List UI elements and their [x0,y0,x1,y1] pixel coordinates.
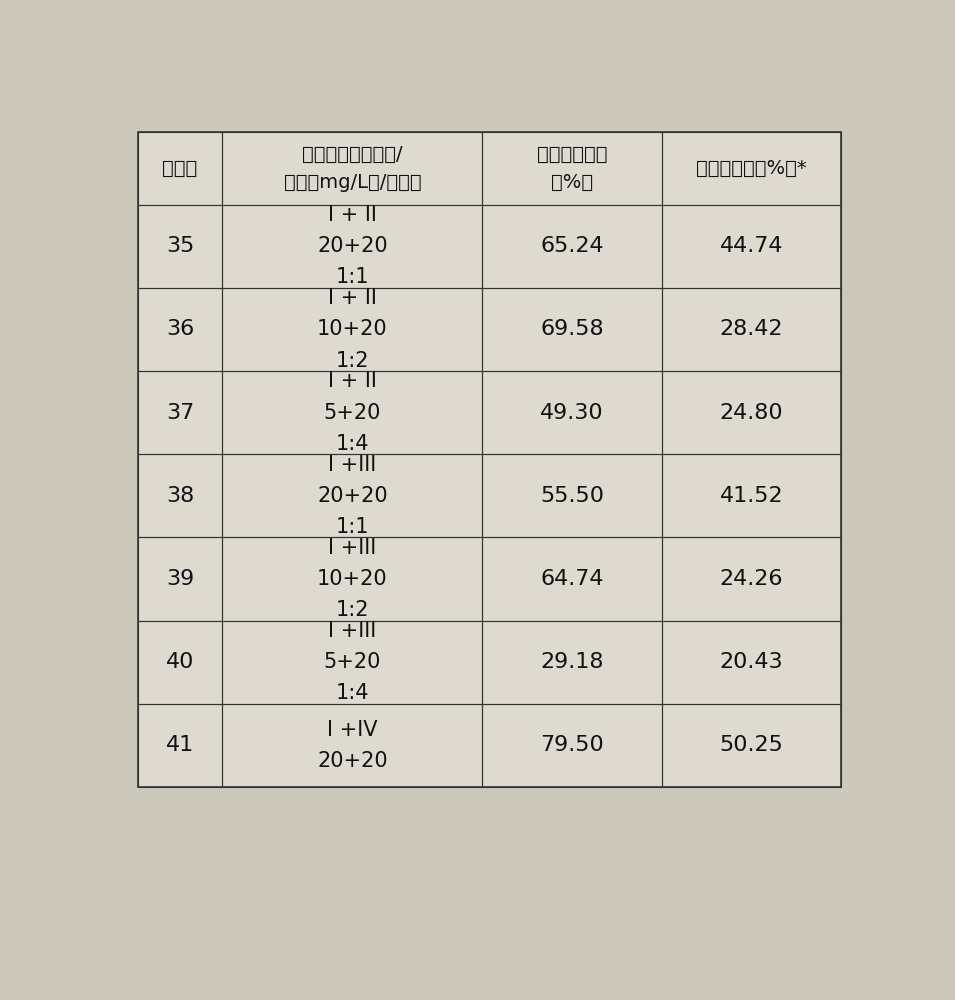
Text: 64.74: 64.74 [541,569,604,589]
Text: 35: 35 [166,236,194,256]
Bar [482,620,662,704]
Text: I +III
5+20
1:4: I +III 5+20 1:4 [324,621,381,703]
Bar [662,704,841,787]
Text: 50.25: 50.25 [719,735,783,755]
Bar [138,205,223,288]
Bar [482,288,662,371]
Bar [223,205,482,288]
Text: I + II
5+20
1:4: I + II 5+20 1:4 [324,371,381,454]
Bar [662,371,841,454]
Text: 41: 41 [166,735,194,755]
Bar [138,132,841,787]
Bar [223,288,482,371]
Bar [662,205,841,288]
Text: 28.42: 28.42 [720,319,783,339]
Bar [662,454,841,537]
Bar [223,132,482,205]
Bar [138,371,223,454]
Bar [482,537,662,620]
Text: 24.80: 24.80 [719,403,783,423]
Bar [138,454,223,537]
Text: I +III
10+20
1:2: I +III 10+20 1:2 [317,538,388,620]
Text: I + II
10+20
1:2: I + II 10+20 1:2 [317,288,388,371]
Text: 38: 38 [166,486,194,506]
Bar [223,454,482,537]
Bar [138,537,223,620]
Text: I +IV
20+20: I +IV 20+20 [317,720,388,771]
Bar [223,537,482,620]
Bar [662,537,841,620]
Bar [223,371,482,454]
Text: 69.58: 69.58 [541,319,604,339]
Text: 40: 40 [166,652,194,672]
Bar [223,704,482,787]
Text: 65.24: 65.24 [541,236,604,256]
Text: 观察到的效力
（%）: 观察到的效力 （%） [537,145,607,192]
Bar [662,132,841,205]
Bar [482,704,662,787]
Bar [138,288,223,371]
Text: 41.52: 41.52 [719,486,783,506]
Bar [662,620,841,704]
Bar [662,288,841,371]
Text: 44.74: 44.74 [720,236,783,256]
Bar [482,454,662,537]
Bar [138,620,223,704]
Bar [482,371,662,454]
Bar [482,132,662,205]
Bar [482,205,662,288]
Text: 37: 37 [166,403,194,423]
Bar [138,704,223,787]
Bar [138,132,841,787]
Text: 24.26: 24.26 [720,569,783,589]
Text: 实施例: 实施例 [162,159,198,178]
Text: 39: 39 [166,569,194,589]
Text: 55.50: 55.50 [541,486,605,506]
Text: 计算的效力（%）*: 计算的效力（%）* [696,159,807,178]
Text: I +III
20+20
1:1: I +III 20+20 1:1 [317,455,388,537]
Text: 29.18: 29.18 [541,652,604,672]
Bar [223,620,482,704]
Text: 49.30: 49.30 [541,403,604,423]
Text: 36: 36 [166,319,194,339]
Text: 20.43: 20.43 [719,652,783,672]
Text: 活性化合物组合物/
浓度（mg/L）/混合比: 活性化合物组合物/ 浓度（mg/L）/混合比 [284,145,421,192]
Text: 79.50: 79.50 [541,735,604,755]
Bar [138,132,223,205]
Text: I + II
20+20
1:1: I + II 20+20 1:1 [317,205,388,287]
